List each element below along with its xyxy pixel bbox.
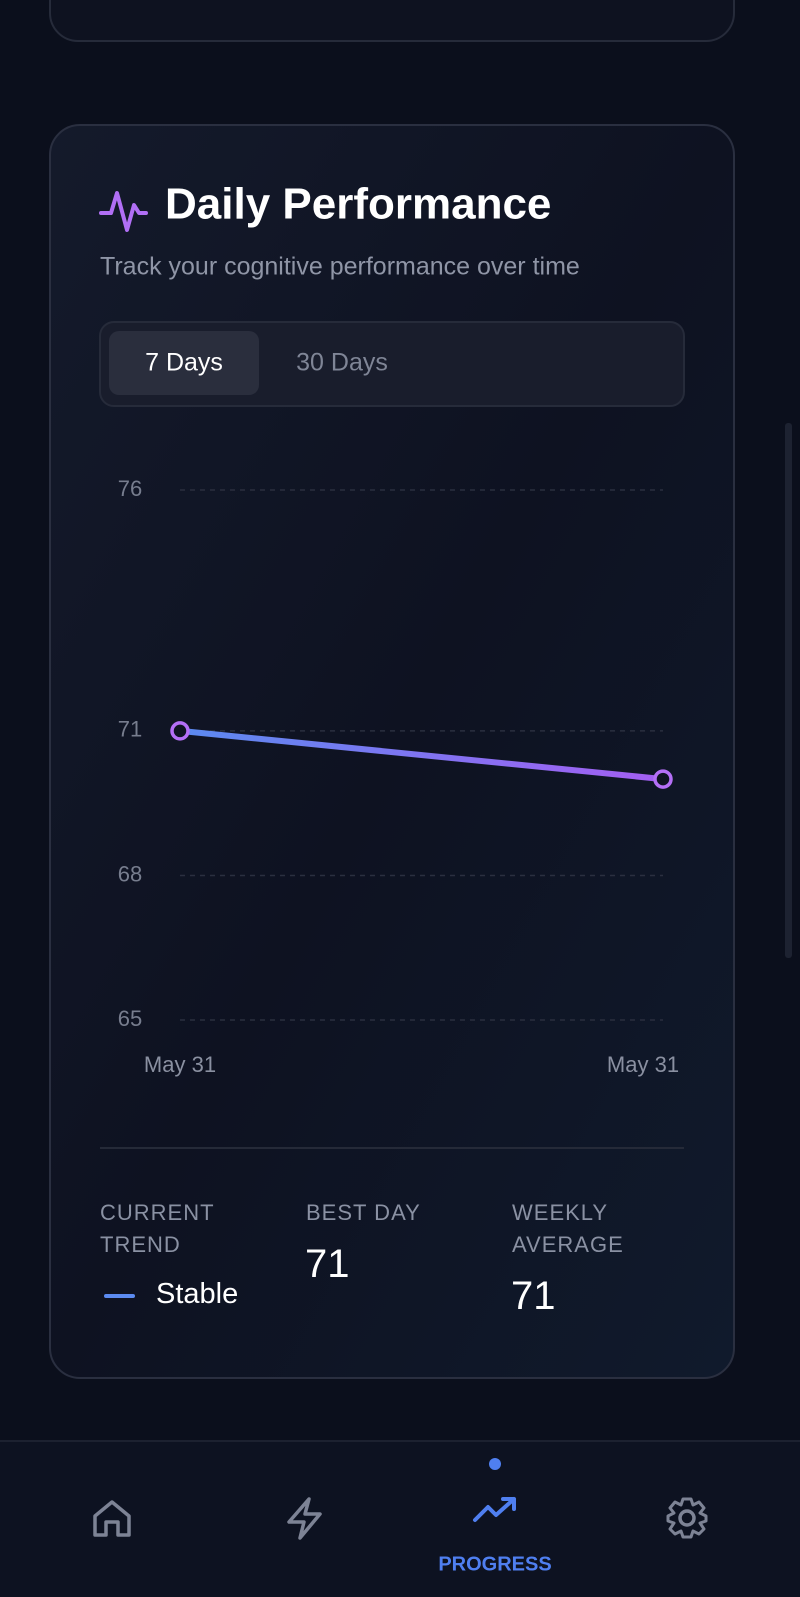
point [653,769,673,789]
y-tick-label: 71 [118,717,142,742]
nav-label[interactable]: PROGRESS [438,1553,551,1575]
stat-label: WEEKLY AVERAGE [512,1200,624,1257]
tab-active-bg [109,331,259,395]
x-tick-label: May 31 [144,1052,216,1077]
x-tick-label: May 31 [607,1052,679,1077]
pulse-icon [99,191,148,232]
settings-icon[interactable] [666,1497,708,1539]
stat-value: 71 [511,1274,556,1318]
bolt-icon[interactable] [287,1497,322,1540]
line [177,727,666,783]
stat-label: CURRENT TREND [100,1200,215,1257]
chart: 65 68 71 76 May 31 May 31 [118,476,679,1077]
card-subtitle: Track your cognitive performance over ti… [100,253,580,281]
tab[interactable]: 7 Days [145,349,223,377]
progress-icon[interactable] [473,1497,516,1522]
active-dot [489,1458,501,1470]
card-title: Daily Performance [165,180,551,229]
stat-value: 71 [305,1242,350,1286]
tab[interactable]: 30 Days [296,349,388,377]
point [170,721,190,741]
y-tick-label: 76 [118,476,142,501]
home-icon[interactable] [93,1500,131,1537]
y-tick-label: 68 [118,861,142,886]
y-tick-label: 65 [118,1006,142,1031]
stat-label: BEST DAY [306,1200,421,1225]
stat-value: Stable [156,1278,239,1310]
previous-card [49,0,735,42]
scrollbar [785,423,792,958]
